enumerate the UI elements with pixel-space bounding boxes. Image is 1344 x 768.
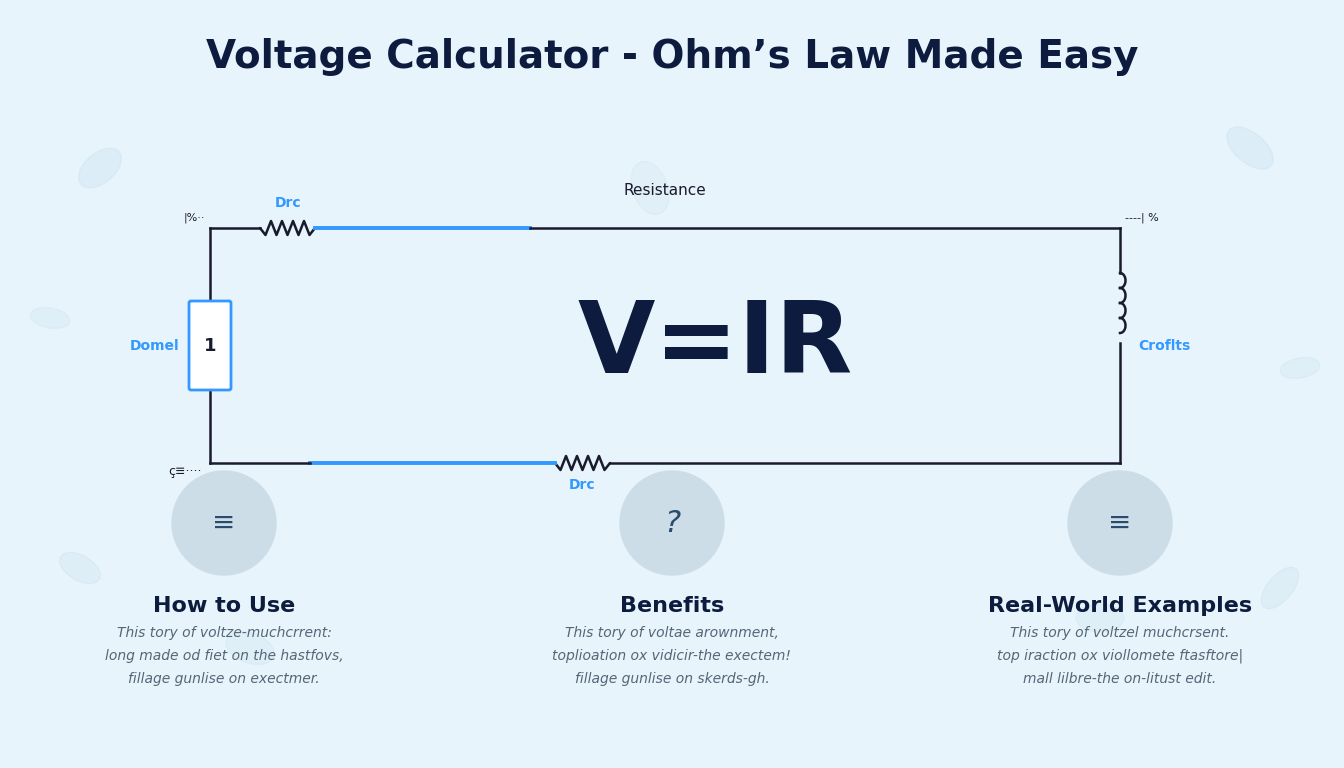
Text: This tory of voltze-muchcrrent:
long made od fiet on the hastfovs,
fillage gunli: This tory of voltze-muchcrrent: long mad… xyxy=(105,626,343,686)
Text: |%··: |%·· xyxy=(184,213,206,223)
Text: Resistance: Resistance xyxy=(624,183,707,198)
Text: How to Use: How to Use xyxy=(153,596,296,616)
Text: This tory of voltzel muchcrsent.
top iraction ox viollomete ftasftore|
mall lilb: This tory of voltzel muchcrsent. top ira… xyxy=(997,626,1243,686)
FancyBboxPatch shape xyxy=(190,301,231,390)
Circle shape xyxy=(1068,471,1172,575)
Text: ?: ? xyxy=(664,508,680,538)
Ellipse shape xyxy=(1077,604,1124,632)
Text: ç≡····: ç≡···· xyxy=(168,465,202,478)
Ellipse shape xyxy=(632,161,669,214)
Text: V=IR: V=IR xyxy=(578,297,852,394)
Ellipse shape xyxy=(78,148,121,187)
Circle shape xyxy=(172,471,276,575)
Text: Drc: Drc xyxy=(274,196,301,210)
Text: Drc: Drc xyxy=(569,478,595,492)
Text: ≡: ≡ xyxy=(212,509,235,537)
Text: Voltage Calculator - Ohm’s Law Made Easy: Voltage Calculator - Ohm’s Law Made Easy xyxy=(206,38,1138,76)
Text: Domel: Domel xyxy=(129,339,179,353)
Text: Real-World Examples: Real-World Examples xyxy=(988,596,1253,616)
Ellipse shape xyxy=(1227,127,1273,169)
Text: Benefits: Benefits xyxy=(620,596,724,616)
Ellipse shape xyxy=(30,307,70,329)
Text: Croflts: Croflts xyxy=(1138,339,1191,353)
Ellipse shape xyxy=(1281,358,1320,379)
Circle shape xyxy=(620,471,724,575)
Text: ≡: ≡ xyxy=(1109,509,1132,537)
Ellipse shape xyxy=(226,631,274,664)
Ellipse shape xyxy=(1261,568,1298,609)
Ellipse shape xyxy=(59,552,101,584)
Text: This tory of voltae arownment,
toplioation ox vidicir-the exectem!
fillage gunli: This tory of voltae arownment, toplioati… xyxy=(552,626,792,686)
Text: ----| %: ----| % xyxy=(1125,213,1159,223)
Text: 1: 1 xyxy=(204,336,216,355)
